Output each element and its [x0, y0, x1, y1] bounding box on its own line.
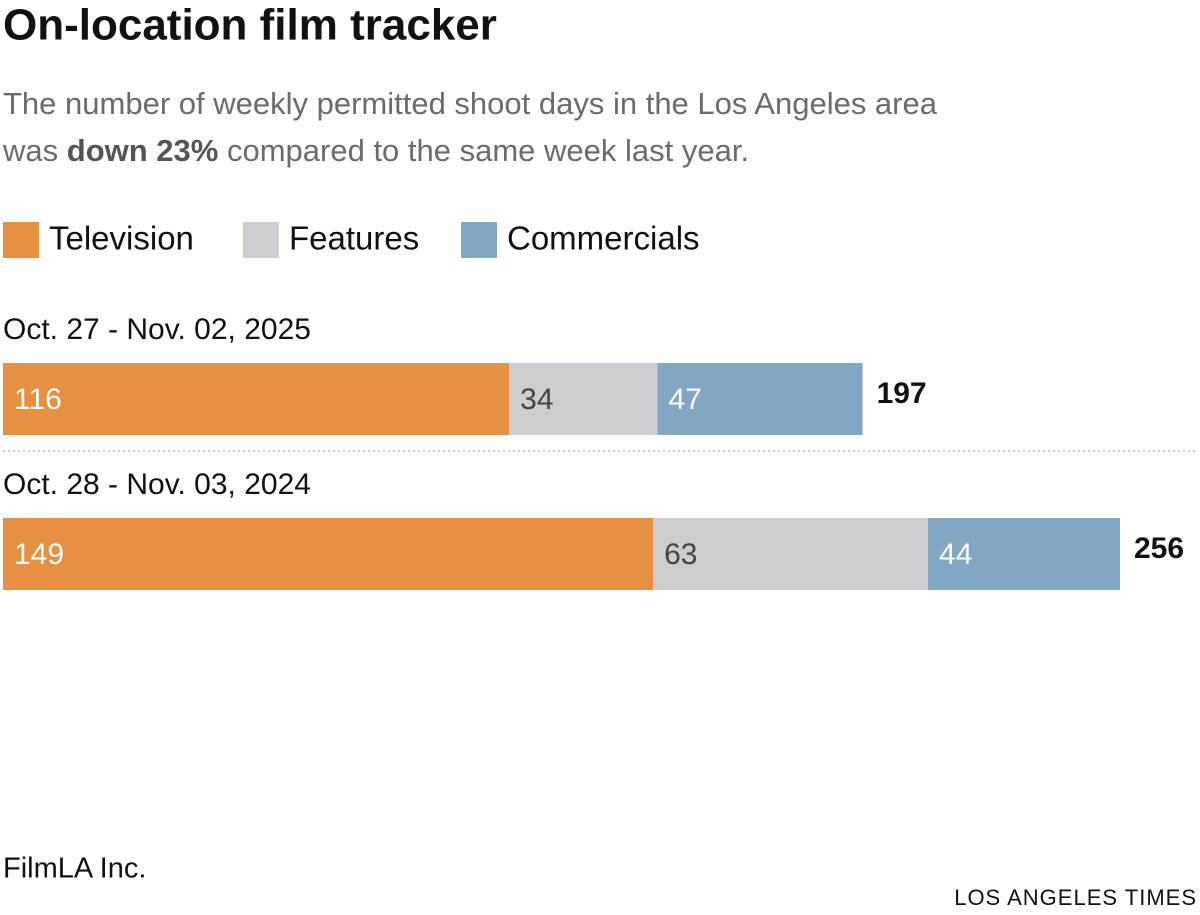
subtitle-part: compared to the same week last year.	[227, 133, 749, 168]
subtitle: was down 23% compared to the same week l…	[2, 133, 749, 168]
legend-label: Television	[49, 220, 194, 257]
source: FilmLA Inc.	[3, 853, 146, 885]
credit: LOS ANGELES TIMES	[954, 885, 1197, 910]
subtitle: The number of weekly permitted shoot day…	[3, 86, 938, 121]
value-label: 63	[664, 538, 697, 571]
legend-swatch	[243, 222, 279, 258]
legend-swatch	[3, 222, 39, 258]
bar-segment	[3, 363, 510, 435]
legend-label: Commercials	[507, 220, 700, 257]
subtitle-highlight: down 23%	[67, 133, 219, 168]
value-label: 44	[939, 538, 972, 571]
legend-swatch	[461, 222, 497, 258]
value-label: 47	[668, 383, 701, 416]
subtitle-part: was	[2, 133, 58, 168]
bar-segment	[3, 518, 654, 590]
bar-segment	[657, 363, 863, 435]
value-label: 116	[14, 383, 62, 416]
value-label: 34	[520, 383, 553, 416]
value-label: 149	[14, 538, 64, 571]
category-label: Oct. 27 - Nov. 02, 2025	[3, 313, 311, 346]
category-label: Oct. 28 - Nov. 03, 2024	[3, 468, 311, 501]
bar-segment	[509, 363, 658, 435]
chart-title: On-location film tracker	[3, 1, 497, 50]
bar-segment	[653, 518, 929, 590]
total-label: 256	[1134, 532, 1184, 565]
total-label: 197	[877, 377, 927, 410]
legend-label: Features	[289, 220, 419, 257]
bar-segment	[928, 518, 1120, 590]
